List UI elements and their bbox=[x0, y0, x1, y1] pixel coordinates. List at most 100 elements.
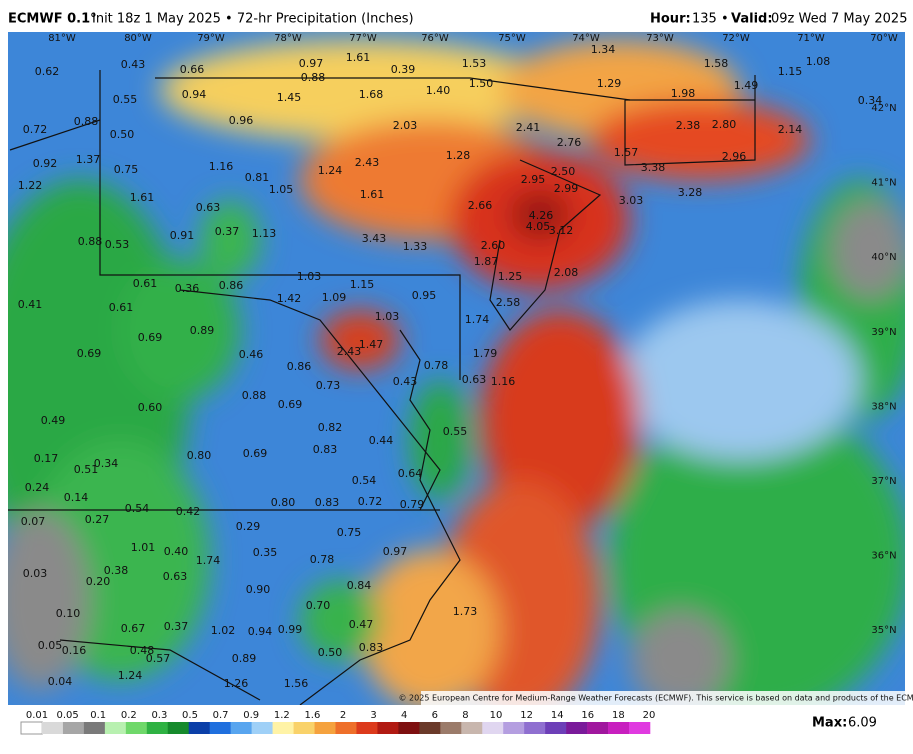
point-value: 0.99 bbox=[278, 623, 303, 636]
colorbar-label: 0.3 bbox=[151, 710, 167, 721]
point-value: 1.28 bbox=[446, 149, 471, 162]
point-value: 0.96 bbox=[229, 114, 254, 127]
point-value: 1.02 bbox=[211, 624, 236, 637]
boundaries bbox=[8, 70, 756, 705]
point-value: 3.12 bbox=[549, 224, 574, 237]
point-value: 0.66 bbox=[180, 63, 205, 76]
point-value: 0.27 bbox=[85, 513, 110, 526]
colorbar-label: 0.9 bbox=[243, 710, 259, 721]
point-value: 0.78 bbox=[424, 359, 449, 372]
latitude-label: 40°N bbox=[871, 252, 896, 263]
point-value: 0.91 bbox=[170, 229, 195, 242]
point-value: 0.39 bbox=[391, 63, 416, 76]
colorbar-label: 1.2 bbox=[274, 710, 290, 721]
point-value: 1.87 bbox=[474, 255, 499, 268]
longitude-label: 75°W bbox=[498, 33, 526, 44]
point-value: 0.69 bbox=[243, 447, 268, 460]
point-value: 0.73 bbox=[316, 379, 341, 392]
colorbar-label: 0.01 bbox=[26, 710, 48, 721]
point-value: 0.89 bbox=[190, 324, 215, 337]
point-value: 1.05 bbox=[269, 183, 294, 196]
colorbar-swatch bbox=[146, 722, 169, 734]
colorbar-swatch bbox=[41, 722, 64, 734]
longitude-label: 71°W bbox=[797, 33, 825, 44]
point-value: 0.78 bbox=[310, 553, 335, 566]
colorbar-swatch bbox=[314, 722, 336, 734]
hour: 135 • bbox=[692, 12, 729, 27]
point-value: 3.28 bbox=[678, 186, 703, 199]
point-value: 0.35 bbox=[253, 546, 278, 559]
longitude-label: 74°W bbox=[572, 33, 600, 44]
point-value: 0.43 bbox=[393, 375, 418, 388]
point-value: 0.69 bbox=[77, 347, 102, 360]
point-value: 0.89 bbox=[232, 652, 257, 665]
colorbar-label: 1.6 bbox=[304, 710, 320, 721]
colorbar-label: 16 bbox=[581, 710, 594, 721]
point-value: 2.41 bbox=[516, 121, 541, 134]
colorbar-swatch bbox=[461, 722, 483, 734]
point-value: 2.38 bbox=[676, 119, 701, 132]
point-value: 0.07 bbox=[21, 515, 46, 528]
point-value: 0.38 bbox=[104, 564, 129, 577]
colorbar-swatch bbox=[440, 722, 462, 734]
longitude-label: 73°W bbox=[646, 33, 674, 44]
point-value: 0.61 bbox=[109, 301, 134, 314]
point-value: 0.57 bbox=[146, 652, 171, 665]
point-value: 1.25 bbox=[498, 270, 523, 283]
point-value: 0.63 bbox=[196, 201, 221, 214]
point-value: 3.38 bbox=[641, 161, 666, 174]
point-value: 0.36 bbox=[175, 282, 200, 295]
point-value: 2.95 bbox=[521, 173, 546, 186]
colorbar-label: 0.5 bbox=[182, 710, 198, 721]
colorbar-label: 10 bbox=[490, 710, 503, 721]
point-value: 0.83 bbox=[313, 443, 338, 456]
point-value: 2.43 bbox=[337, 345, 362, 358]
colorbar-swatch bbox=[377, 722, 399, 734]
colorbar-swatch bbox=[125, 722, 148, 734]
point-value: 0.16 bbox=[62, 644, 87, 657]
point-value: 4.26 bbox=[529, 209, 554, 222]
longitude-label: 80°W bbox=[124, 33, 152, 44]
point-value: 2.99 bbox=[554, 182, 579, 195]
colorbar-label: 18 bbox=[612, 710, 625, 721]
longitude-label: 78°W bbox=[274, 33, 302, 44]
point-value: 2.80 bbox=[712, 118, 737, 131]
point-value: 0.43 bbox=[121, 58, 146, 71]
colorbar-label: 14 bbox=[551, 710, 564, 721]
point-value: 1.79 bbox=[473, 347, 498, 360]
point-value: 0.63 bbox=[163, 570, 188, 583]
point-value: 0.50 bbox=[110, 128, 135, 141]
colorbar-label: 8 bbox=[462, 710, 468, 721]
point-value: 0.88 bbox=[301, 71, 326, 84]
point-value: 0.04 bbox=[48, 675, 73, 688]
point-value: 0.54 bbox=[125, 502, 150, 515]
point-value: 0.49 bbox=[41, 414, 66, 427]
point-value: 3.43 bbox=[362, 232, 387, 245]
colorbar: 0.01 0.05 0.1 0.2 0.3 0.5 0.7 0.9 1.2 1.6 2 3 4 6 8 10 1… bbox=[20, 710, 656, 735]
point-value: 0.69 bbox=[278, 398, 303, 411]
point-value: 1.53 bbox=[462, 57, 487, 70]
point-value: 1.26 bbox=[224, 677, 249, 690]
point-value: 0.37 bbox=[164, 620, 189, 633]
point-value: 0.10 bbox=[56, 607, 81, 620]
latitude-label: 36°N bbox=[871, 551, 896, 562]
point-value: 0.69 bbox=[138, 331, 163, 344]
colorbar-swatch bbox=[83, 722, 106, 734]
point-value: 1.16 bbox=[491, 375, 516, 388]
colorbar-swatch bbox=[566, 722, 588, 734]
point-value: 0.60 bbox=[138, 401, 163, 414]
colorbar-swatch bbox=[272, 722, 294, 734]
point-value: 1.16 bbox=[209, 160, 234, 173]
hour-label: Hour: bbox=[650, 12, 691, 27]
subtitle: Init 18z 1 May 2025 • 72-hr Precipitatio… bbox=[92, 12, 414, 27]
point-value: 0.05 bbox=[38, 639, 63, 652]
colorbar-label: 20 bbox=[643, 710, 656, 721]
colorbar-label: 6 bbox=[432, 710, 438, 721]
point-value: 0.88 bbox=[242, 389, 267, 402]
point-value: 1.13 bbox=[252, 227, 277, 240]
precip-field bbox=[8, 32, 905, 705]
point-value: 3.03 bbox=[619, 194, 644, 207]
point-value: 0.54 bbox=[352, 474, 377, 487]
latitude-label: 41°N bbox=[871, 178, 896, 189]
